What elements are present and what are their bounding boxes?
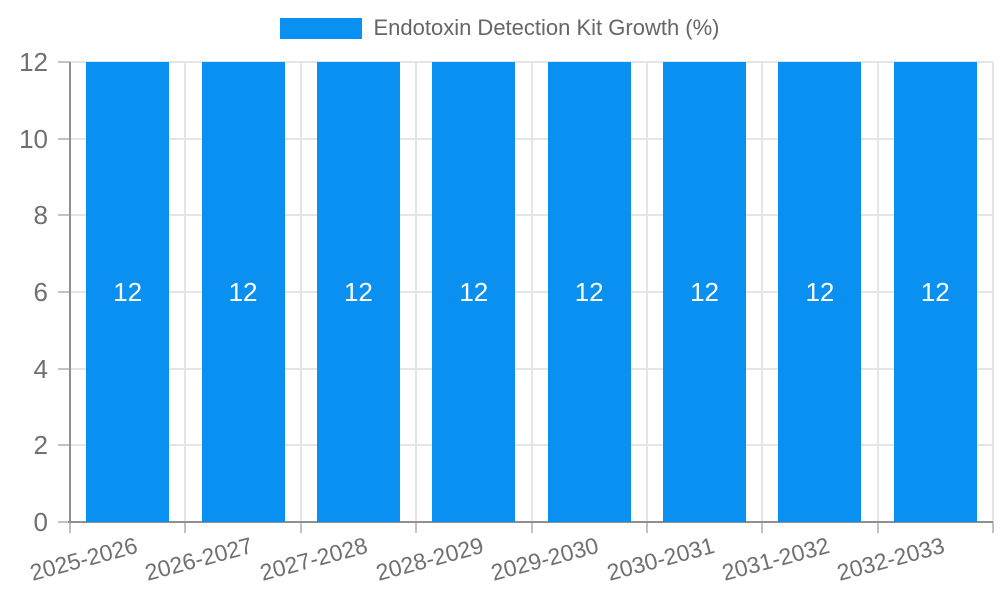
x-axis-label: 2027-2028: [257, 532, 371, 586]
x-axis-tick: [761, 522, 764, 533]
x-axis-label: 2031-2032: [719, 532, 833, 586]
x-axis-tick: [992, 522, 994, 533]
bar[interactable]: [893, 62, 977, 522]
bar[interactable]: [663, 62, 747, 522]
x-axis-tick: [876, 522, 879, 533]
y-axis-label: 2: [33, 430, 48, 461]
x-axis-tick: [530, 522, 533, 533]
bar[interactable]: [547, 62, 631, 522]
x-axis-label: 2025-2026: [26, 532, 140, 586]
bar[interactable]: [201, 62, 285, 522]
x-gridline: [645, 62, 648, 522]
bar-value-label: 12: [459, 277, 489, 307]
bar-value-label: 12: [920, 277, 950, 307]
bar-value-label: 12: [228, 277, 258, 307]
x-axis-tick: [645, 522, 648, 533]
x-axis-tick: [69, 522, 71, 533]
y-axis-label: 0: [33, 507, 48, 537]
bar[interactable]: [432, 62, 516, 522]
bar[interactable]: [316, 62, 400, 522]
plot-area: 0 2 4 6 8 10 12 12 12 12 12 12 12 12 12 2025-2026 2026-2…: [19, 49, 994, 586]
x-axis-tick: [184, 522, 187, 533]
y-axis-line: [69, 62, 71, 522]
bar-value-label: 12: [805, 277, 835, 307]
x-gridline: [761, 62, 764, 522]
y-axis-label: 12: [19, 47, 48, 77]
x-gridline: [184, 62, 187, 522]
x-axis-label: 2026-2027: [142, 532, 256, 586]
y-axis-tick: [58, 214, 70, 217]
x-axis-label: 2028-2029: [373, 532, 487, 586]
x-axis-label: 2030-2031: [603, 532, 717, 586]
y-axis-label: 10: [19, 123, 48, 154]
legend[interactable]: Endotoxin Detection Kit Growth (%): [0, 15, 1000, 41]
y-axis-tick: [58, 367, 70, 370]
x-axis-line: [68, 521, 993, 523]
x-gridline: [415, 62, 418, 522]
y-axis-tick: [58, 61, 70, 63]
bar-value-label: 12: [690, 277, 720, 307]
x-gridline: [876, 62, 879, 522]
y-axis-label: 6: [33, 277, 48, 307]
x-gridline: [530, 62, 533, 522]
x-axis-label: 2029-2030: [488, 532, 602, 586]
x-axis-tick: [299, 522, 302, 533]
bar[interactable]: [86, 62, 170, 522]
x-gridline: [992, 62, 994, 522]
y-axis-label: 4: [33, 353, 48, 384]
y-axis-tick: [58, 521, 70, 523]
bar-value-label: 12: [574, 277, 604, 307]
bar[interactable]: [778, 62, 862, 522]
x-axis-tick: [415, 522, 418, 533]
x-axis-label: 2032-2033: [834, 532, 948, 586]
legend-swatch[interactable]: [280, 17, 363, 39]
y-axis-tick: [58, 291, 70, 293]
legend-label[interactable]: Endotoxin Detection Kit Growth (%): [373, 15, 720, 40]
y-axis-tick: [58, 137, 70, 140]
x-gridline: [299, 62, 302, 522]
bar-value-label: 12: [343, 277, 373, 307]
bar-value-label: 12: [113, 277, 143, 307]
y-axis-tick: [58, 444, 70, 447]
y-axis-label: 8: [33, 200, 48, 231]
